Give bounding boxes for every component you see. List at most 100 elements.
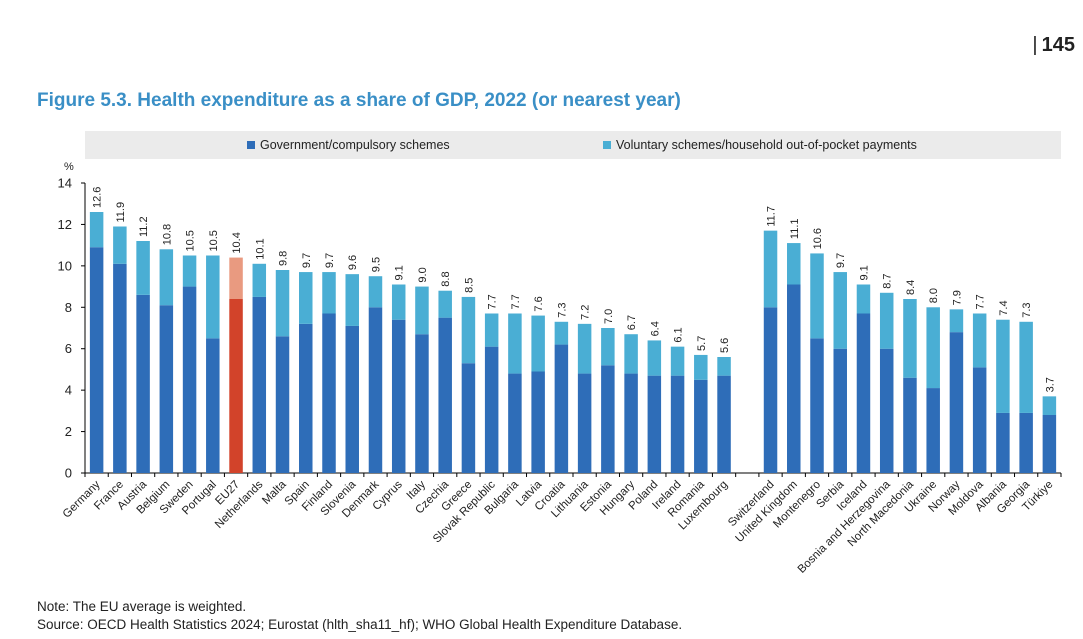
legend-item-government: Government/compulsory schemes — [247, 138, 450, 152]
bar-voluntary — [113, 226, 127, 264]
bar-government — [89, 247, 104, 473]
bar-voluntary — [299, 272, 313, 324]
data-label-total: 5.7 — [696, 336, 708, 351]
bar-voluntary — [182, 255, 197, 287]
data-label-total: 7.4 — [998, 300, 1010, 315]
source-text: Source: OECD Health Statistics 2024; Eur… — [37, 617, 683, 632]
bar-voluntary — [159, 249, 174, 306]
data-label-total: 5.6 — [719, 338, 731, 353]
data-label-total: 9.5 — [370, 257, 382, 272]
data-label-total: 11.2 — [138, 216, 150, 237]
bar-government — [113, 263, 127, 473]
bar-voluntary — [322, 272, 336, 314]
page-number: | 145 — [1032, 34, 1075, 56]
bar-voluntary — [229, 257, 243, 299]
bar-government — [833, 348, 847, 473]
bar-government — [577, 373, 592, 473]
bar-government — [694, 379, 708, 473]
bar-voluntary — [461, 296, 476, 364]
bar-government — [275, 336, 290, 473]
bar-government — [229, 299, 243, 473]
data-label-total: 12.6 — [92, 187, 104, 208]
bar-government — [461, 363, 476, 473]
bar-voluntary — [601, 328, 615, 366]
data-label-total: 8.0 — [928, 288, 940, 303]
data-label-total: 8.4 — [905, 280, 917, 295]
bar-voluntary — [1019, 321, 1033, 413]
legend-label-voluntary: Voluntary schemes/household out-of-pocke… — [616, 138, 917, 152]
figure-title: Figure 5.3. Health expenditure as a shar… — [37, 90, 681, 111]
bar-voluntary — [531, 315, 545, 372]
data-label-total: 9.8 — [278, 251, 290, 266]
data-label-total: 9.6 — [347, 255, 359, 270]
bar-voluntary — [1042, 396, 1057, 415]
y-axis-unit-label: % — [64, 161, 74, 173]
bar-chart: 02468101214%12.6Germany11.9France11.2Aus… — [58, 161, 1062, 576]
data-label-total: 8.5 — [463, 278, 475, 293]
bar-government — [624, 373, 638, 473]
data-label-total: 7.3 — [556, 302, 568, 317]
bar-voluntary — [810, 253, 824, 339]
bar-government — [484, 346, 499, 473]
bar-voluntary — [972, 313, 987, 368]
bar-voluntary — [89, 212, 104, 248]
bar-voluntary — [949, 309, 964, 333]
data-label-total: 7.0 — [603, 309, 615, 324]
bar-government — [787, 284, 801, 473]
data-label-total: 7.9 — [951, 290, 963, 305]
y-tick-label: 14 — [58, 176, 72, 191]
bar-voluntary — [787, 243, 801, 285]
data-label-total: 6.4 — [649, 321, 661, 336]
data-label-total: 7.7 — [487, 294, 499, 309]
legend-swatch-government — [247, 141, 255, 149]
bar-government — [972, 367, 987, 473]
bar-government — [391, 319, 406, 473]
bar-voluntary — [345, 274, 359, 326]
y-tick-label: 2 — [65, 424, 72, 439]
bar-government — [182, 286, 197, 473]
data-label-total: 9.7 — [835, 253, 847, 268]
data-label-total: 9.7 — [301, 253, 313, 268]
bar-government — [368, 307, 383, 473]
bar-voluntary — [206, 255, 220, 339]
data-label-total: 9.7 — [324, 253, 336, 268]
bar-government — [949, 332, 964, 473]
bar-government — [438, 317, 452, 473]
bar-voluntary — [252, 263, 267, 297]
data-label-total: 10.6 — [812, 228, 824, 249]
bar-government — [1019, 412, 1033, 473]
bar-government — [136, 294, 150, 473]
bar-voluntary — [484, 313, 499, 347]
bar-voluntary — [879, 292, 894, 349]
bar-government — [996, 412, 1010, 473]
data-label-total: 10.5 — [185, 230, 197, 251]
legend-item-voluntary: Voluntary schemes/household out-of-pocke… — [603, 138, 917, 152]
chart-legend: Government/compulsory schemes Voluntary … — [85, 131, 1061, 159]
bar-voluntary — [554, 321, 569, 345]
bar-voluntary — [577, 323, 592, 374]
bar-government — [554, 344, 569, 473]
bar-voluntary — [856, 284, 871, 314]
bar-voluntary — [694, 354, 708, 380]
bar-voluntary — [717, 357, 731, 376]
data-label-total: 8.7 — [882, 273, 894, 288]
bar-voluntary — [508, 313, 522, 374]
data-label-total: 10.8 — [161, 224, 173, 245]
data-label-total: 10.4 — [231, 232, 243, 253]
data-label-total: 7.3 — [1021, 302, 1033, 317]
data-label-total: 8.8 — [440, 271, 452, 286]
legend-swatch-voluntary — [603, 141, 611, 149]
bar-voluntary — [926, 307, 940, 389]
legend-label-government: Government/compulsory schemes — [260, 138, 450, 152]
data-label-total: 6.7 — [626, 315, 638, 330]
bar-voluntary — [996, 319, 1010, 413]
bar-government — [717, 375, 731, 473]
bar-voluntary — [391, 284, 406, 320]
data-label-total: 11.7 — [766, 206, 778, 227]
page-number-text: 145 — [1041, 34, 1075, 56]
bar-voluntary — [368, 276, 383, 308]
bar-government — [879, 348, 894, 473]
bar-government — [415, 334, 429, 473]
data-label-total: 11.9 — [115, 202, 127, 223]
bar-voluntary — [415, 286, 429, 335]
